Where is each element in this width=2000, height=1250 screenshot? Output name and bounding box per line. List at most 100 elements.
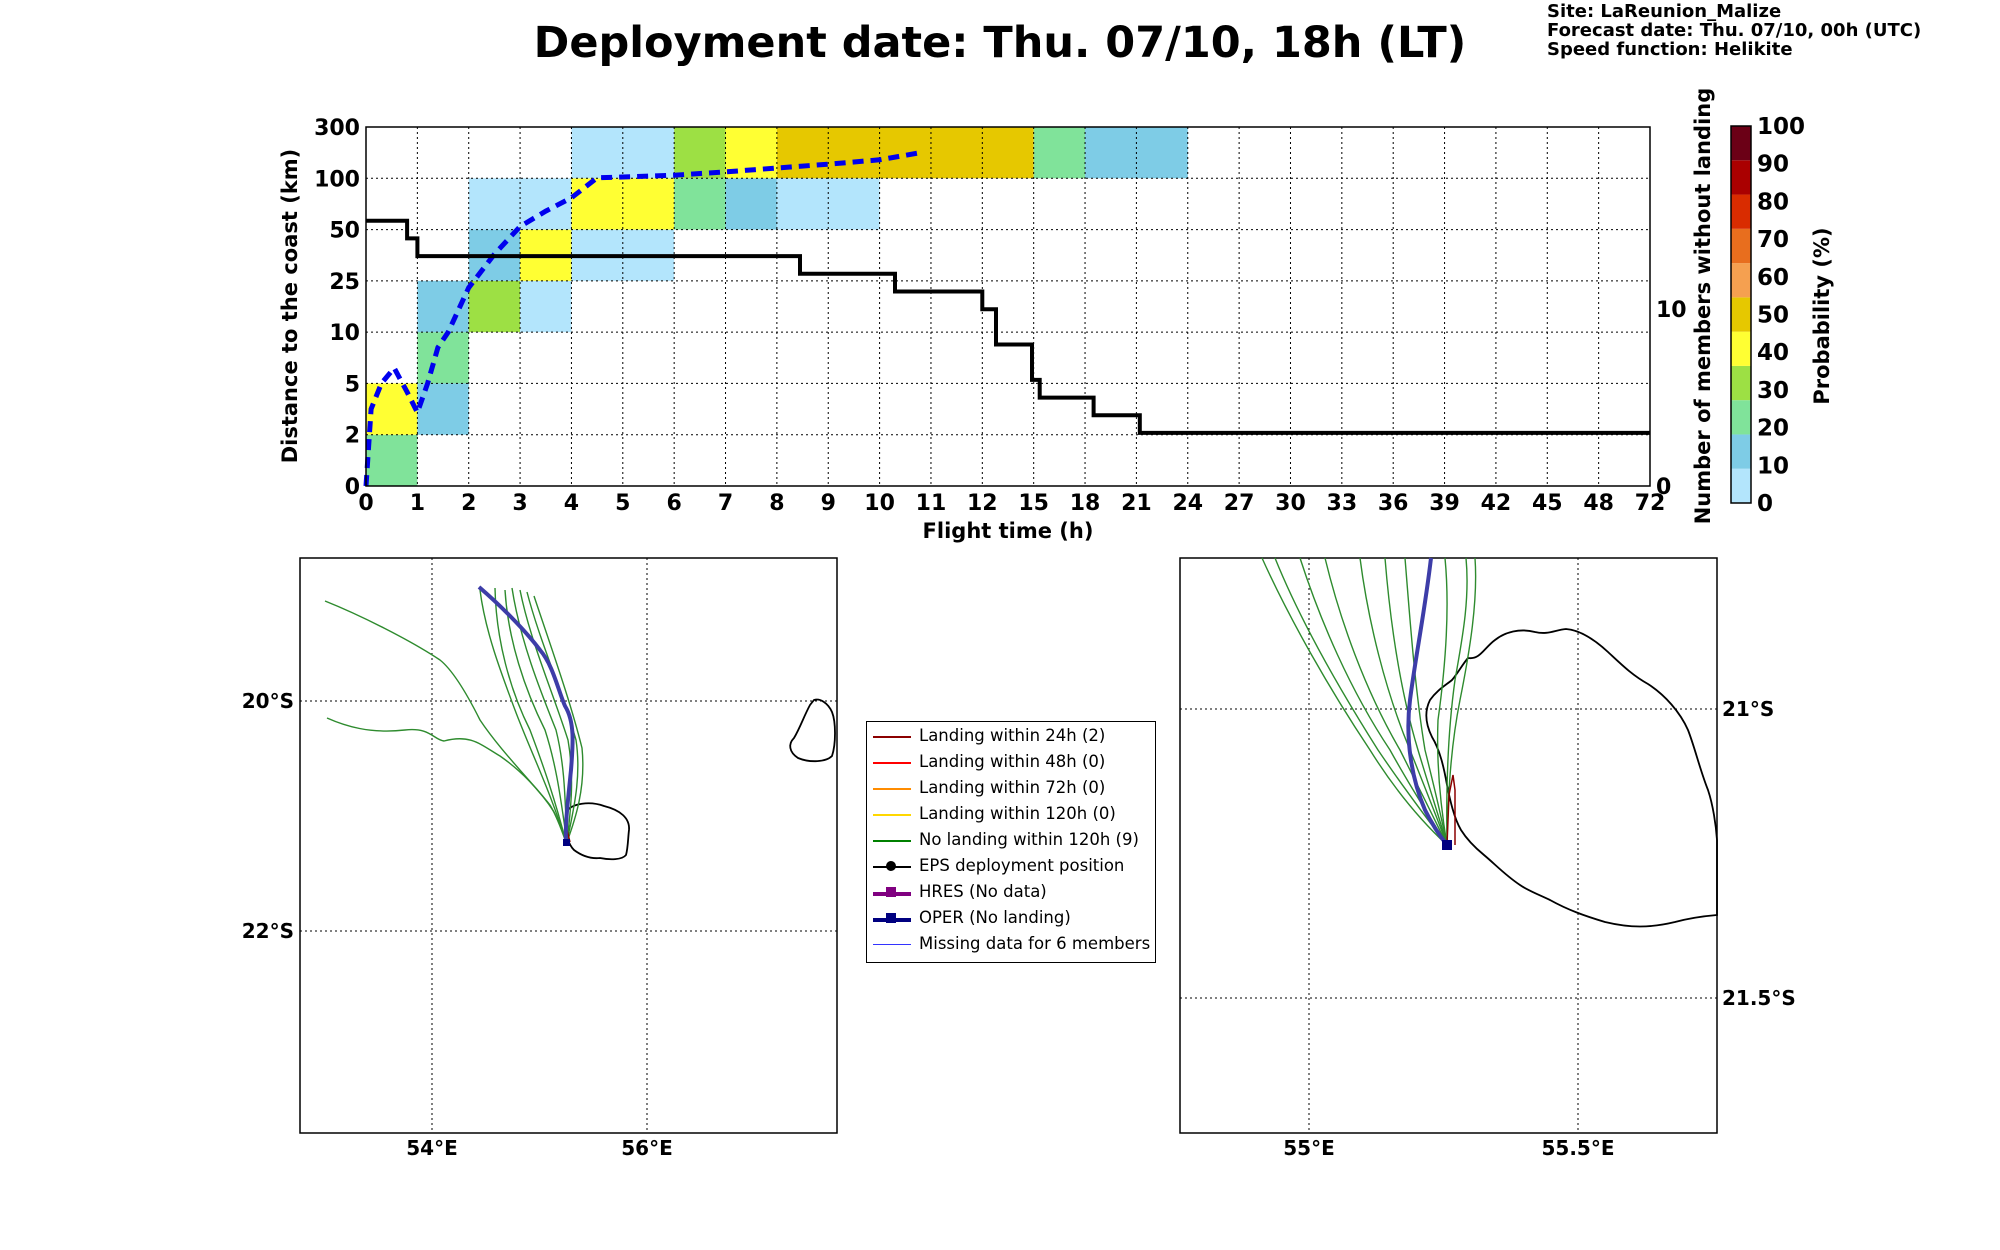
legend-label: EPS deployment position (919, 856, 1125, 875)
x-tick-label: 33 (1327, 491, 1358, 516)
members-without-landing-line (366, 218, 1650, 435)
x-tick-label: 30 (1275, 491, 1306, 516)
x-tick-label: 11 (916, 491, 947, 516)
x-tick-label: 5 (615, 491, 630, 516)
colorbar-frame (1730, 125, 1752, 504)
colorbar-tick-label: 20 (1757, 416, 1789, 442)
tick-54E: 54°E (406, 1136, 458, 1160)
x-tick-label: 9 (821, 491, 836, 516)
deployment-marker (563, 839, 570, 846)
colorbar-tick-label: 100 (1757, 114, 1805, 140)
x-axis-label: Flight time (h) (923, 519, 1094, 543)
colorbar-swatch (1731, 297, 1751, 332)
y-tick-label: 100 (314, 167, 360, 192)
colorbar-swatch (1731, 194, 1751, 229)
tick-55E: 55°E (1283, 1136, 1335, 1160)
x-tick-label: 2 (461, 491, 476, 516)
mean-distance-line (363, 150, 922, 487)
x-tick-label: 1 (410, 491, 425, 516)
legend-item: Landing within 24h (2) (867, 724, 1157, 750)
colorbar-tick-label: 40 (1757, 340, 1789, 366)
colorbar-swatch (1731, 331, 1751, 366)
tick-21S: 21°S (1722, 697, 1774, 721)
colorbar-tick-label: 90 (1757, 152, 1789, 178)
oper-trajectory (477, 585, 575, 843)
x-tick-label: 21 (1121, 491, 1152, 516)
x-tick-label: 36 (1378, 491, 1409, 516)
colorbar-tick-label: 80 (1757, 189, 1789, 215)
y-tick-label: 10 (329, 321, 360, 346)
x-tick-label: 7 (718, 491, 733, 516)
y-tick-label: 2 (345, 424, 360, 449)
legend-label: Landing within 24h (2) (919, 726, 1106, 745)
x-tick-label: 72 (1635, 491, 1666, 516)
y-tick-label: 300 (314, 116, 360, 141)
heatmap-cells (366, 127, 1188, 486)
square-marker-icon (886, 887, 896, 897)
legend-label: HRES (No data) (919, 882, 1047, 901)
landing-trajectory-zoom (1446, 774, 1456, 846)
page-title: Deployment date: Thu. 07/10, 18h (LT) (533, 18, 1467, 68)
square-marker-icon (886, 913, 896, 923)
colorbar-label: Probability (%) (1810, 227, 1834, 404)
legend-swatch (873, 762, 911, 764)
y-tick-label: 0 (345, 475, 360, 500)
tick-20S: 20°S (242, 689, 294, 713)
legend-swatch (873, 736, 911, 738)
tick-22S: 22°S (242, 919, 294, 943)
y-tick-label: 50 (329, 219, 360, 244)
colorbar-swatch (1731, 468, 1751, 503)
y2-tick-label: 0 (1656, 475, 1671, 500)
x-tick-label: 39 (1429, 491, 1460, 516)
heatmap-cell (417, 332, 469, 384)
info-block: Site: LaReunion_Malize Forecast date: Th… (1547, 2, 1921, 59)
y-axis-label: Distance to the coast (km) (278, 149, 302, 464)
colorbar-tick-label: 50 (1757, 303, 1789, 329)
legend-swatch (873, 944, 911, 945)
x-tick-label: 4 (564, 491, 579, 516)
reunion-coastline (565, 802, 630, 861)
colorbar-swatch (1731, 126, 1751, 161)
x-tick-label: 10 (864, 491, 895, 516)
right-axis-label: Number of members without landing (1691, 88, 1715, 525)
x-tick-label: 8 (769, 491, 784, 516)
tick-55-5E: 55.5°E (1541, 1136, 1614, 1160)
colorbar-tick-label: 0 (1757, 491, 1773, 517)
colorbar: 0 10 20 30 40 50 60 70 80 90 100 (1730, 114, 1805, 517)
tick-21-5S: 21.5°S (1722, 986, 1796, 1010)
x-tick-label: 27 (1224, 491, 1255, 516)
x-tick-label: 48 (1583, 491, 1614, 516)
reunion-coastline-zoom (1425, 628, 1718, 928)
tick-56E: 56°E (621, 1136, 673, 1160)
large-map-trajectories (324, 587, 584, 843)
deployment-marker-zoom (1442, 840, 1452, 850)
legend-label: No landing within 120h (9) (919, 830, 1139, 849)
colorbar-swatch (1731, 263, 1751, 298)
mauritius-coastline (789, 698, 836, 763)
large-map-frame (299, 557, 838, 1134)
colorbar-swatch (1731, 434, 1751, 469)
legend-label: Landing within 48h (0) (919, 752, 1106, 771)
x-tick-label: 24 (1172, 491, 1203, 516)
legend-item: Missing data for 6 members (867, 932, 1157, 958)
x-tick-label: 0 (358, 491, 373, 516)
forecast-date-label: Forecast date: Thu. 07/10, 00h (UTC) (1547, 20, 1922, 41)
heatmap-cell (468, 280, 521, 333)
y-tick-label: 25 (329, 270, 360, 295)
heatmap-cell (725, 178, 777, 230)
heatmap-cell (776, 127, 1034, 179)
right-axis-ticks: 0 10 (1656, 298, 1687, 500)
legend-label: Landing within 72h (0) (919, 778, 1106, 797)
probability-chart: 0 1 2 3 4 5 6 7 8 9 10 11 12 15 18 21 24 27 30 33 36 39 42 45 48… (278, 88, 1834, 543)
colorbar-swatch (1731, 400, 1751, 435)
y2-tick-label: 10 (1656, 298, 1687, 323)
legend-item: No landing within 120h (9) (867, 828, 1157, 854)
heatmap-cell (366, 434, 418, 486)
trajectory-legend: Landing within 24h (2) Landing within 48… (866, 721, 1156, 963)
legend-swatch (873, 788, 911, 790)
heatmap-cell (674, 127, 726, 179)
site-label: Site: LaReunion_Malize (1547, 1, 1782, 22)
legend-label: OPER (No landing) (919, 908, 1071, 927)
x-tick-label: 42 (1481, 491, 1512, 516)
